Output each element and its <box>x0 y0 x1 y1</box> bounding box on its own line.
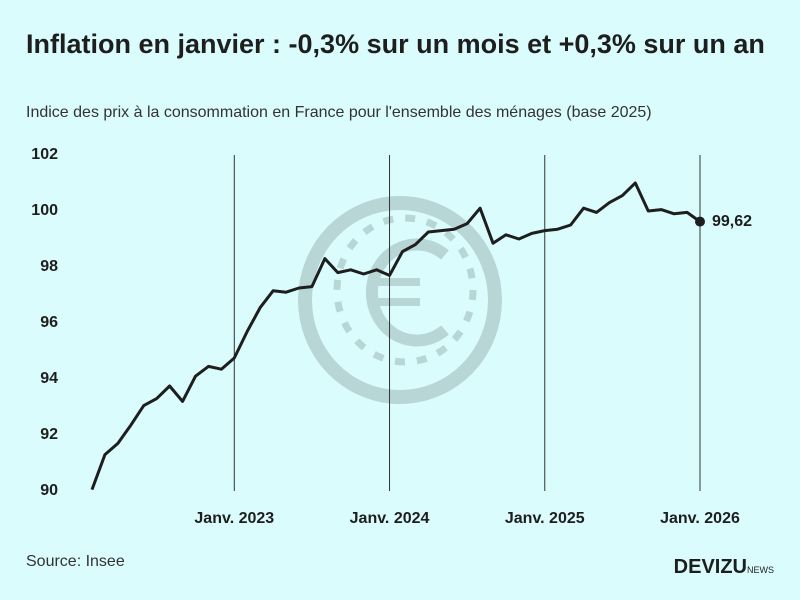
brand: DEVIZUNEWS <box>674 556 774 579</box>
x-tick-label: Janv. 2024 <box>350 510 430 527</box>
chart-subtitle: Indice des prix à la consommation en Fra… <box>26 104 652 121</box>
y-tick-label: 90 <box>40 482 58 499</box>
plot: 90 92 94 96 98 100 102 Janv. 2023 Janv. 2024 Janv… <box>31 146 752 527</box>
brand-suffix: NEWS <box>747 565 774 575</box>
y-tick-label: 92 <box>40 426 58 443</box>
brand-name: DEVIZU <box>673 556 747 578</box>
y-tick-label: 94 <box>40 370 58 387</box>
coin-watermark <box>298 196 502 404</box>
line <box>90 181 701 491</box>
y-tick-label: 96 <box>40 314 58 331</box>
chart-title: Inflation en janvier : -0,3% sur un mois… <box>26 29 765 59</box>
x-tick-label: Janv. 2026 <box>660 510 740 527</box>
x-tick-label: Janv. 2023 <box>194 510 274 527</box>
source: Source: Insee <box>26 553 125 570</box>
end-point <box>695 216 705 227</box>
data-label: 99,62 <box>712 213 752 230</box>
y-tick-label: 100 <box>31 202 58 219</box>
y-tick-label: 98 <box>40 258 58 275</box>
x-tick-label: Janv. 2025 <box>505 510 585 527</box>
y-tick-label: 102 <box>31 146 58 163</box>
